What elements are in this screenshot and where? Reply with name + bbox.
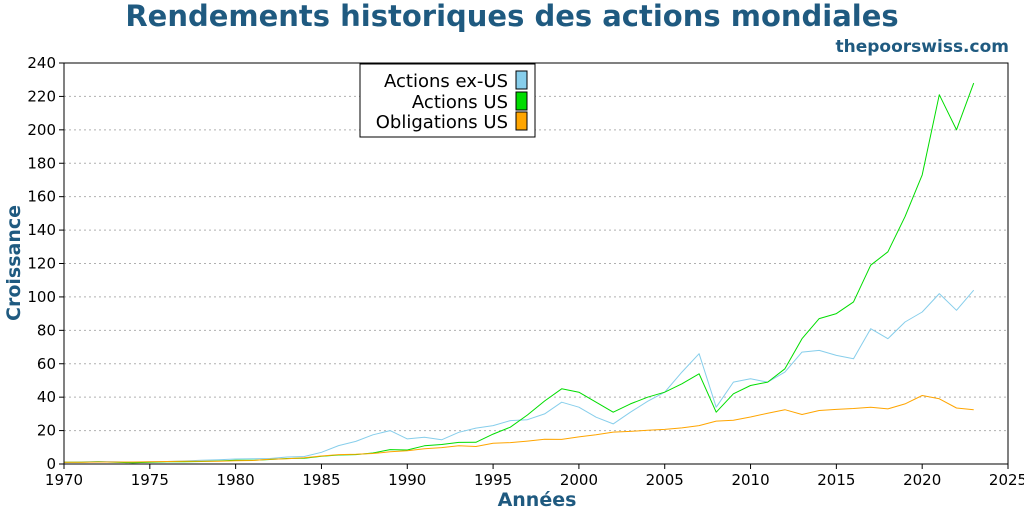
x-tick-label: 2000 bbox=[560, 471, 598, 489]
x-tick-label: 1970 bbox=[45, 471, 83, 489]
legend-swatch-obligations-us bbox=[515, 111, 528, 131]
x-axis-label: Années bbox=[498, 489, 577, 511]
y-tick-label: 40 bbox=[37, 388, 56, 406]
series-lines bbox=[63, 82, 975, 464]
x-tick-label: 1975 bbox=[131, 471, 169, 489]
legend-swatch-actions-ex-us bbox=[515, 70, 528, 90]
x-tick-label: 2010 bbox=[731, 471, 769, 489]
x-tick-label: 1990 bbox=[388, 471, 426, 489]
x-tick-label: 1980 bbox=[217, 471, 255, 489]
y-tick-label: 220 bbox=[27, 87, 56, 105]
y-tick-label: 140 bbox=[27, 221, 56, 239]
y-tick-label: 100 bbox=[27, 288, 56, 306]
x-tick-label: 2020 bbox=[903, 471, 941, 489]
x-tick-label: 2025 bbox=[989, 471, 1024, 489]
series-line-actions-ex-us bbox=[63, 289, 975, 463]
chart-title: Rendements historiques des actions mondi… bbox=[125, 0, 898, 33]
legend-swatch-actions-us bbox=[515, 91, 528, 111]
grid bbox=[64, 95, 1008, 432]
axis-ticks: 0 20 40 60 80 100 120 140 160 180 200 220 240 1970 197… bbox=[27, 54, 1024, 489]
y-tick-label: 240 bbox=[27, 54, 56, 72]
y-tick-label: 120 bbox=[27, 255, 56, 273]
x-tick-label: 1995 bbox=[474, 471, 512, 489]
x-tick-label: 2005 bbox=[646, 471, 684, 489]
legend-label-obligations-us: Obligations US bbox=[376, 112, 508, 133]
y-tick-label: 20 bbox=[37, 422, 56, 440]
series-line-actions-us bbox=[63, 82, 975, 464]
x-tick-label: 1985 bbox=[302, 471, 340, 489]
legend-label-actions-ex-us: Actions ex-US bbox=[384, 71, 508, 92]
y-tick-label: 200 bbox=[27, 121, 56, 139]
y-tick-label: 80 bbox=[37, 321, 56, 339]
legend-label-actions-us: Actions US bbox=[412, 92, 508, 113]
y-tick-label: 160 bbox=[27, 188, 56, 206]
legend-box bbox=[359, 63, 536, 138]
y-tick-label: 0 bbox=[46, 455, 56, 473]
chart-subtitle: thepoorswiss.com bbox=[836, 37, 1010, 57]
x-tick-label: 2015 bbox=[817, 471, 855, 489]
y-axis-label: Croissance bbox=[3, 205, 25, 321]
series-line-obligations-us bbox=[63, 395, 974, 463]
y-tick-label: 180 bbox=[27, 154, 56, 172]
y-tick-label: 60 bbox=[37, 355, 56, 373]
legend: Actions ex-US Actions US Obligations US bbox=[359, 63, 536, 138]
